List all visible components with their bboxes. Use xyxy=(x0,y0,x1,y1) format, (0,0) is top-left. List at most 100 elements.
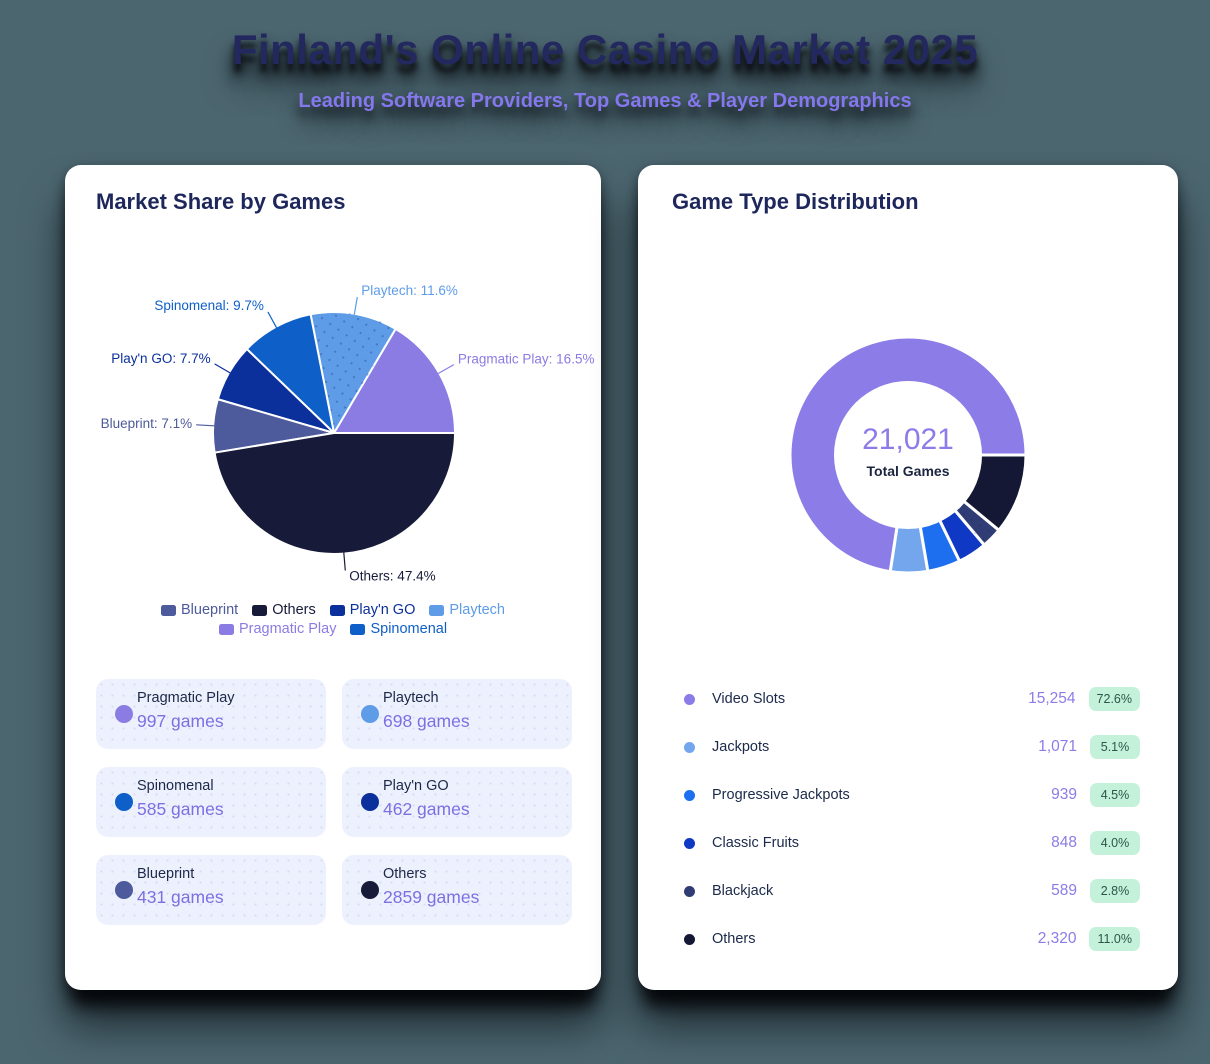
series-dot-classic-fruits xyxy=(684,837,695,849)
game-type-count: 939 xyxy=(1051,786,1077,803)
legend-swatch-pragmatic-play xyxy=(218,623,234,635)
pie-slice-others[interactable] xyxy=(213,432,456,556)
game-type-row-progressive-jackpots: Progressive Jackpots 939 4.5% xyxy=(638,771,1178,819)
market-share-card-title: Market Share by Games xyxy=(96,189,346,214)
legend-swatch-blueprint xyxy=(160,604,176,616)
legend-label: Spinomenal xyxy=(370,621,448,637)
stat-name: Others xyxy=(383,866,427,882)
market-share-card: Market Share by Games Pragmatic Play: 16… xyxy=(65,165,601,990)
legend-item-playtech[interactable]: Playtech xyxy=(429,602,505,618)
legend-label: Play'n GO xyxy=(349,602,416,618)
game-type-label: Others xyxy=(712,931,756,947)
pie-legend: Blueprint Others Play'n GO Playtech Pragmati… xyxy=(65,602,601,637)
pie-slice-label-others: Others: 47.4% xyxy=(349,569,435,584)
legend-row: Blueprint Others Play'n GO Playtech xyxy=(160,602,505,618)
legend-label: Others xyxy=(272,602,316,618)
legend-item-play-n-go[interactable]: Play'n GO xyxy=(329,602,416,618)
game-type-card: Game Type Distribution 21,021 Total Game… xyxy=(638,165,1178,990)
pie-label-line-play-n-go xyxy=(214,363,231,374)
legend-swatch-play-n-go xyxy=(329,604,345,616)
game-type-percent-badge: 5.1% xyxy=(1090,735,1140,759)
stat-card-playtech: Playtech 698 games xyxy=(342,679,572,749)
legend-row: Pragmatic Play Spinomenal xyxy=(218,621,447,637)
stat-value: 462 games xyxy=(383,799,470,819)
pie-label-line-others xyxy=(343,552,346,571)
legend-item-pragmatic-play[interactable]: Pragmatic Play xyxy=(218,621,337,637)
series-dot-spinomenal xyxy=(115,793,133,811)
legend-label: Blueprint xyxy=(180,602,239,618)
series-dot-blackjack xyxy=(684,885,695,897)
game-type-row-classic-fruits: Classic Fruits 848 4.0% xyxy=(638,819,1178,867)
stat-value: 997 games xyxy=(137,711,224,731)
legend-swatch-others xyxy=(252,604,268,616)
game-type-row-jackpots: Jackpots 1,071 5.1% xyxy=(638,723,1178,771)
game-type-donut-chart xyxy=(788,335,1028,575)
stat-card-play-n-go: Play'n GO 462 games xyxy=(342,767,572,837)
game-type-count: 589 xyxy=(1051,882,1077,899)
series-dot-blueprint xyxy=(115,881,133,899)
legend-item-spinomenal[interactable]: Spinomenal xyxy=(350,621,447,637)
page-header: Finland's Online Casino Market 2025 Lead… xyxy=(0,0,1210,113)
legend-label: Playtech xyxy=(449,602,505,618)
game-type-percent-badge: 4.5% xyxy=(1090,783,1140,807)
stat-card-blueprint: Blueprint 431 games xyxy=(96,855,326,925)
donut-hole xyxy=(834,381,982,529)
pie-label-line-spinomenal xyxy=(267,311,278,328)
series-dot-pragmatic-play xyxy=(115,705,133,723)
stat-value: 431 games xyxy=(137,887,224,907)
stat-card-spinomenal: Spinomenal 585 games xyxy=(96,767,326,837)
legend-label: Pragmatic Play xyxy=(238,621,337,637)
pie-slice-label-playtech: Playtech: 11.6% xyxy=(361,283,458,298)
legend-swatch-playtech xyxy=(429,604,445,616)
game-type-count: 15,254 xyxy=(1028,690,1076,707)
game-type-count: 2,320 xyxy=(1037,930,1077,947)
provider-stats-grid: Pragmatic Play 997 games Playtech 698 games… xyxy=(96,679,572,925)
pie-slice-label-play-n-go: Play'n GO: 7.7% xyxy=(111,351,210,366)
legend-item-blueprint[interactable]: Blueprint xyxy=(160,602,239,618)
legend-item-others[interactable]: Others xyxy=(252,602,316,618)
game-type-label: Jackpots xyxy=(712,739,770,755)
game-type-percent-badge: 72.6% xyxy=(1088,687,1140,711)
pie-slice-label-spinomenal: Spinomenal: 9.7% xyxy=(154,298,264,313)
page-subtitle: Leading Software Providers, Top Games & … xyxy=(298,90,912,112)
game-type-label: Blackjack xyxy=(712,883,774,899)
game-type-label: Progressive Jackpots xyxy=(712,787,850,803)
game-type-percent-badge: 11.0% xyxy=(1089,927,1140,951)
game-type-percent-badge: 4.0% xyxy=(1090,831,1140,855)
pie-slice-decal-playtech xyxy=(310,312,396,433)
series-dot-others xyxy=(684,933,695,945)
pie-slice-label-blueprint: Blueprint: 7.1% xyxy=(101,416,193,431)
stat-name: Playtech xyxy=(383,690,439,706)
stat-value: 2859 games xyxy=(383,887,480,907)
stat-name: Play'n GO xyxy=(383,778,449,794)
stat-card-others: Others 2859 games xyxy=(342,855,572,925)
market-share-pie-chart: Pragmatic Play: 16.5% Playtech: 11.6% Spin… xyxy=(101,283,595,584)
game-type-count: 1,071 xyxy=(1038,738,1077,755)
pie-label-line-blueprint xyxy=(196,424,215,427)
game-type-count: 848 xyxy=(1051,834,1077,851)
page-title: Finland's Online Casino Market 2025 xyxy=(231,26,979,73)
series-dot-progressive-jackpots xyxy=(684,789,695,801)
stat-value: 585 games xyxy=(137,799,224,819)
game-type-row-video-slots: Video Slots 15,254 72.6% xyxy=(638,675,1178,723)
game-type-card-title: Game Type Distribution xyxy=(672,189,919,214)
game-type-label: Video Slots xyxy=(712,691,786,707)
game-type-label: Classic Fruits xyxy=(712,835,800,851)
stat-name: Pragmatic Play xyxy=(137,690,235,706)
stat-value: 698 games xyxy=(383,711,470,731)
game-type-row-blackjack: Blackjack 589 2.8% xyxy=(638,867,1178,915)
series-dot-video-slots xyxy=(684,693,695,705)
series-dot-playtech xyxy=(361,705,379,723)
game-type-percent-badge: 2.8% xyxy=(1090,879,1140,903)
legend-swatch-spinomenal xyxy=(350,623,366,635)
series-dot-others xyxy=(361,881,379,899)
series-dot-play-n-go xyxy=(361,793,379,811)
game-type-list: Video Slots 15,254 72.6% Jackpots 1,071 5.1% P… xyxy=(638,675,1178,963)
series-dot-jackpots xyxy=(684,741,695,753)
pie-label-line-playtech xyxy=(353,296,358,315)
stat-card-pragmatic-play: Pragmatic Play 997 games xyxy=(96,679,326,749)
pie-slice-label-pragmatic-play: Pragmatic Play: 16.5% xyxy=(458,352,595,367)
game-type-row-others: Others 2,320 11.0% xyxy=(638,915,1178,963)
stat-name: Blueprint xyxy=(137,866,195,882)
stat-name: Spinomenal xyxy=(137,778,214,794)
